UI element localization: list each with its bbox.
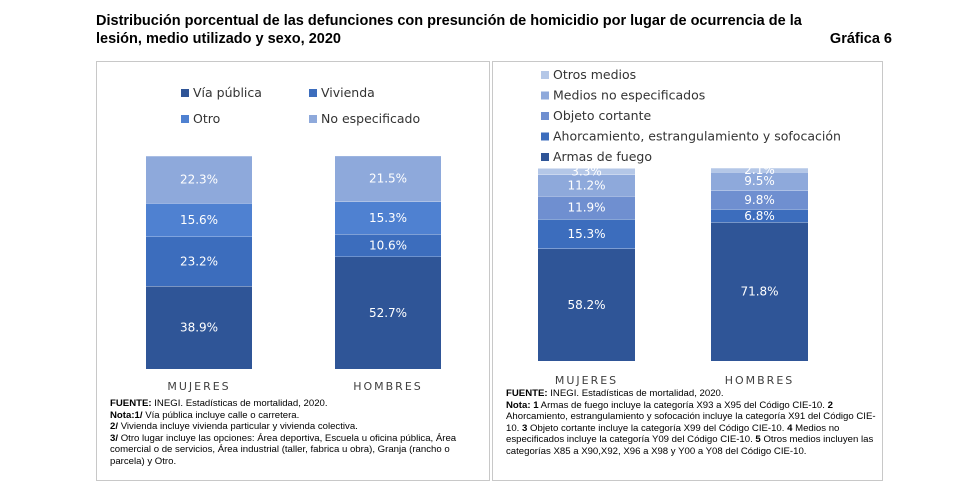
legend-entry-otro: Otro bbox=[193, 111, 220, 126]
panel-place-of-occurrence: Vía pública Vivienda Otro No especificado 38… bbox=[96, 61, 490, 481]
data-label-hombres-armas-de-fuego: 71.8% bbox=[740, 285, 778, 299]
bar-hombres-no-especificado bbox=[335, 155, 441, 202]
legend-entry-armas-de-fuego: Armas de fuego bbox=[553, 149, 652, 164]
data-label-hombres-otros-medios: 2.1% bbox=[744, 163, 775, 177]
bar-mujeres-armas-de-fuego bbox=[538, 248, 635, 361]
note-1-number: 1 bbox=[533, 399, 539, 411]
note-2-text: Ahorcamiento, estrangulamiento y sofocac… bbox=[506, 411, 876, 434]
data-label-mujeres-objeto-cortante: 11.9% bbox=[567, 201, 605, 215]
note-2-label: 2/ bbox=[110, 421, 119, 433]
bar-hombres-medios-no-especificados bbox=[711, 172, 808, 191]
legend-swatch-medios-no-especificados bbox=[541, 91, 549, 100]
legend-swatch-no-especificado bbox=[309, 115, 317, 123]
note-3-number: 3 bbox=[522, 422, 528, 434]
note-4-text: Medios no especificados incluye la categ… bbox=[506, 422, 840, 446]
legend-swatch-otros-medios bbox=[541, 71, 549, 79]
title-line-1: Distribución porcentual de las defuncion… bbox=[96, 13, 802, 29]
legend-entry-medios-no-especificados: Medios no especificados bbox=[553, 88, 705, 103]
notes-right: FUENTE: INEGI. Estadísticas de mortalida… bbox=[506, 388, 876, 458]
legend-swatch-otro bbox=[181, 115, 189, 123]
note-5-number: 5 bbox=[755, 434, 761, 446]
bar-mujeres-otro bbox=[146, 203, 252, 237]
data-label-hombres-vivienda: 10.6% bbox=[369, 238, 407, 252]
data-label-hombres-objeto-cortante: 9.8% bbox=[744, 193, 775, 207]
note-1-label: Nota:1/ bbox=[110, 409, 143, 421]
bar-hombres-ahorcamiento-estrangulamiento-y-sofocacion bbox=[711, 209, 808, 223]
legend-entry-no-especificado: No especificado bbox=[321, 111, 420, 126]
legend-entry-ahorcamiento-estrangulamiento-y-sofocacion: Ahorcamiento, estrangulamiento y sofocac… bbox=[553, 129, 841, 144]
chart-place-of-occurrence: Vía pública Vivienda Otro No especificado 38… bbox=[146, 85, 441, 393]
category-label-mujeres: MUJERES bbox=[167, 380, 230, 393]
data-label-hombres-no-especificado: 21.5% bbox=[369, 172, 407, 186]
data-label-mujeres-otros-medios: 3.3% bbox=[571, 164, 602, 178]
notes-left: FUENTE: INEGI. Estadísticas de mortalida… bbox=[110, 398, 482, 468]
note-2-text: Vivienda incluye vivienda particular y v… bbox=[120, 421, 358, 433]
bar-mujeres-vivienda bbox=[146, 236, 252, 287]
data-label-mujeres-via-publica: 38.9% bbox=[180, 321, 218, 335]
legend-swatch-armas-de-fuego bbox=[541, 153, 549, 161]
data-label-mujeres-no-especificado: 22.3% bbox=[180, 173, 218, 187]
chart-means-used: Otros medios Medios no especificados Objet… bbox=[538, 67, 841, 387]
category-label-hombres: HOMBRES bbox=[353, 380, 423, 393]
source-label: FUENTE: bbox=[110, 398, 152, 409]
bar-hombres-via-publica bbox=[335, 256, 441, 369]
legend-swatch-vivienda bbox=[309, 89, 317, 97]
bar-hombres-otro bbox=[335, 201, 441, 235]
note-5-text: Otros medios incluyen las categorías X85… bbox=[506, 434, 874, 457]
title-line-2: lesión, medio utilizado y sexo, 2020 bbox=[96, 31, 341, 47]
note-3-text: Objeto cortante incluye la categoría X99… bbox=[530, 422, 785, 434]
legend-swatch-via-publica bbox=[181, 89, 189, 97]
bar-hombres-armas-de-fuego bbox=[711, 222, 808, 361]
note-2-number: 2 bbox=[827, 399, 833, 411]
legend-swatch-objeto-cortante bbox=[541, 112, 549, 120]
note-label: Nota: bbox=[506, 399, 531, 411]
bar-mujeres-medios-no-especificados bbox=[538, 174, 635, 197]
data-label-mujeres-otro: 15.6% bbox=[180, 213, 218, 227]
data-label-mujeres-medios-no-especificados: 11.2% bbox=[567, 178, 605, 192]
bar-mujeres-otros-medios bbox=[538, 168, 635, 175]
legend-entry-via-publica: Vía pública bbox=[193, 85, 262, 100]
legend-entry-objeto-cortante: Objeto cortante bbox=[553, 108, 652, 123]
bar-mujeres-no-especificado bbox=[146, 156, 252, 204]
category-label-mujeres: MUJERES bbox=[555, 374, 618, 387]
note-4-number: 4 bbox=[787, 422, 793, 434]
note-1-text: Vía pública incluye calle o carretera. bbox=[145, 409, 300, 421]
note-1-text: Armas de fuego incluye la categoría X93 … bbox=[540, 399, 825, 411]
legend-swatch-ahorcamiento-estrangulamiento-y-sofocacion bbox=[541, 132, 549, 141]
source-text: INEGI. Estadísticas de mortalidad, 2020. bbox=[550, 388, 724, 399]
bar-mujeres-ahorcamiento-estrangulamiento-y-sofocacion bbox=[538, 219, 635, 249]
legend-entry-otros-medios: Otros medios bbox=[553, 67, 636, 82]
data-label-hombres-otro: 15.3% bbox=[369, 211, 407, 225]
note-3-text: Otro lugar incluye las opciones: Área de… bbox=[110, 432, 457, 467]
bar-hombres-vivienda bbox=[335, 234, 441, 257]
bar-mujeres-objeto-cortante bbox=[538, 196, 635, 220]
data-label-mujeres-vivienda: 23.2% bbox=[180, 254, 218, 268]
panel-means-used: Otros medios Medios no especificados Objet… bbox=[492, 61, 883, 481]
bar-mujeres-via-publica bbox=[146, 286, 252, 369]
data-label-hombres-ahorcamiento-estrangulamiento-y-sofocacion: 6.8% bbox=[744, 209, 775, 223]
note-3-label: 3/ bbox=[110, 432, 119, 444]
source-text: INEGI. Estadísticas de mortalidad, 2020. bbox=[154, 398, 328, 409]
chart-title: Distribución porcentual de las defuncion… bbox=[96, 12, 892, 48]
bar-hombres-objeto-cortante bbox=[711, 190, 808, 210]
source-label: FUENTE: bbox=[506, 388, 548, 399]
legend-entry-vivienda: Vivienda bbox=[321, 85, 375, 100]
data-label-hombres-via-publica: 52.7% bbox=[369, 306, 407, 320]
bar-hombres-otros-medios bbox=[711, 168, 808, 173]
category-label-hombres: HOMBRES bbox=[725, 374, 795, 387]
data-label-hombres-medios-no-especificados: 9.5% bbox=[744, 174, 775, 188]
chart-number: Gráfica 6 bbox=[829, 31, 892, 47]
data-label-mujeres-ahorcamiento-estrangulamiento-y-sofocacion: 15.3% bbox=[567, 227, 605, 241]
data-label-mujeres-armas-de-fuego: 58.2% bbox=[567, 298, 605, 312]
